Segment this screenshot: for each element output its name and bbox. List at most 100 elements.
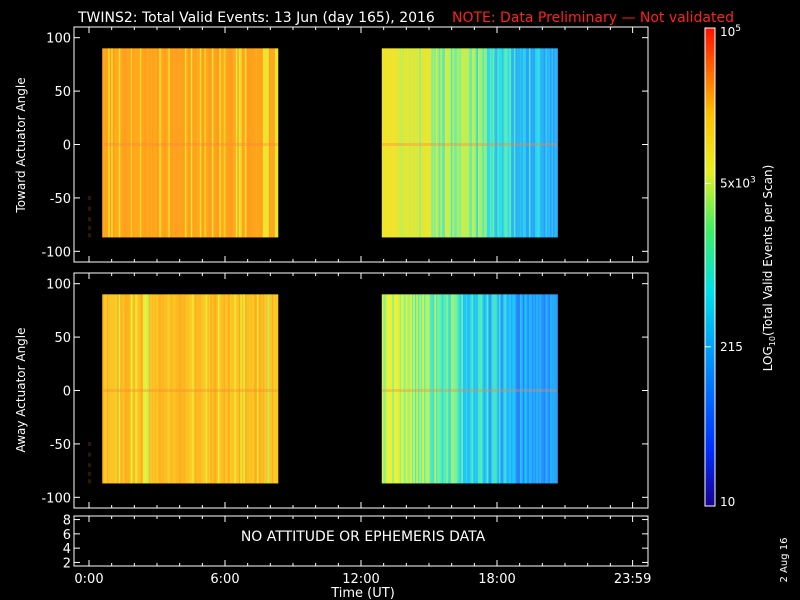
heatmap-strip — [246, 48, 249, 238]
heatmap-strip — [437, 48, 440, 238]
heatmap-strip — [551, 48, 554, 238]
heatmap-strip — [265, 294, 268, 484]
heatmap-strip — [480, 294, 483, 484]
heatmap-strip — [396, 294, 399, 484]
heatmap-strip — [237, 48, 240, 238]
heatmap-strip — [163, 294, 166, 484]
heatmap-strip — [255, 48, 258, 238]
heatmap-strip — [180, 294, 183, 484]
heatmap-strip — [456, 294, 459, 484]
xtick-label: 0:00 — [74, 572, 103, 587]
heatmap-strip — [228, 48, 231, 238]
heatmap-strip — [264, 48, 267, 238]
heatmap-strip — [139, 48, 142, 238]
heatmap-strip — [420, 48, 423, 238]
heatmap-strip — [268, 294, 271, 484]
heatmap-strip — [458, 294, 461, 484]
ytick-label: 2 — [63, 556, 71, 571]
heatmap-strip — [402, 294, 405, 484]
heatmap-strip — [404, 294, 407, 484]
heatmap-strip — [483, 48, 486, 238]
heatmap-strip — [489, 48, 492, 238]
heatmap-strip — [555, 48, 558, 238]
heatmap-strip — [213, 48, 216, 238]
heatmap-strip — [428, 48, 431, 238]
heatmap-strip — [443, 294, 446, 484]
heatmap-strip — [216, 48, 219, 238]
heatmap-strip — [521, 294, 524, 484]
heatmap-strip — [166, 294, 169, 484]
ytick-label: 100 — [46, 32, 71, 47]
heatmap-strip — [246, 294, 249, 484]
heatmap-strip — [132, 48, 135, 238]
heatmap-strip — [117, 294, 120, 484]
heatmap-strip — [392, 294, 395, 484]
heatmap-strip — [271, 294, 274, 484]
heatmap-strip — [446, 48, 449, 238]
heatmap-strip — [130, 48, 133, 238]
heatmap-strip — [417, 294, 420, 484]
heatmap-strip — [543, 294, 546, 484]
heatmap-strip — [252, 294, 255, 484]
edge-marker — [88, 463, 91, 468]
heatmap-strip — [461, 48, 464, 238]
heatmap-strip — [441, 48, 444, 238]
heatmap-strip — [171, 48, 174, 238]
colorbar-label-rest: (Total Valid Events per Scan) — [761, 165, 775, 336]
xtick-label: 23:59 — [614, 572, 651, 587]
heatmap-strip — [510, 294, 513, 484]
heatmap-strip — [531, 294, 534, 484]
heatmap-strip — [235, 48, 238, 238]
heatmap-strip — [444, 48, 447, 238]
heatmap-strip — [177, 48, 180, 238]
edge-marker — [88, 195, 91, 200]
heatmap-strip — [435, 294, 438, 484]
heatmap-strip — [268, 48, 271, 238]
heatmap-strip — [262, 294, 265, 484]
heatmap-strip — [234, 294, 237, 484]
heatmap-strip — [226, 48, 229, 238]
heatmap-strip — [126, 48, 129, 238]
heatmap-strip — [494, 294, 497, 484]
heatmap-strip — [156, 48, 159, 238]
heatmap-strip — [225, 294, 228, 484]
heatmap-strip — [512, 48, 515, 238]
heatmap-strip — [144, 48, 147, 238]
edge-marker — [88, 206, 91, 211]
heatmap-strip — [477, 294, 480, 484]
heatmap-strip — [240, 48, 243, 238]
heatmap-strip — [443, 48, 446, 238]
heatmap-strip — [205, 294, 208, 484]
colorbar-tick-label: 215 — [720, 340, 743, 354]
heatmap-strip — [250, 48, 253, 238]
heatmap-strip — [147, 48, 150, 238]
heatmap-strip — [150, 48, 153, 238]
heatmap-strip — [539, 48, 542, 238]
heatmap-strip — [381, 48, 384, 238]
heatmap-strip — [253, 48, 256, 238]
heatmap-strip — [159, 294, 162, 484]
heatmap-strip — [476, 48, 479, 238]
heatmap-strip — [162, 294, 165, 484]
heatmap-strip — [434, 294, 437, 484]
heatmap-strip — [503, 48, 506, 238]
heatmap-strip — [518, 48, 521, 238]
heatmap-strip — [151, 48, 154, 238]
heatmap-strip — [510, 48, 513, 238]
colorbar-label-log: LOG — [761, 346, 775, 371]
heatmap-strip — [411, 294, 414, 484]
heatmap-strip — [141, 48, 144, 238]
heatmap-strip — [154, 48, 157, 238]
heatmap-strip — [492, 294, 495, 484]
heatmap-strip — [261, 294, 264, 484]
heatmap-strip — [168, 294, 171, 484]
heatmap-strip — [401, 294, 404, 484]
heatmap-strip — [208, 294, 211, 484]
heatmap-strip — [540, 294, 543, 484]
ytick-label: 0 — [63, 139, 71, 154]
heatmap-strip — [405, 294, 408, 484]
heatmap-strip — [473, 48, 476, 238]
heatmap-strip — [259, 48, 262, 238]
heatmap-strip — [181, 48, 184, 238]
